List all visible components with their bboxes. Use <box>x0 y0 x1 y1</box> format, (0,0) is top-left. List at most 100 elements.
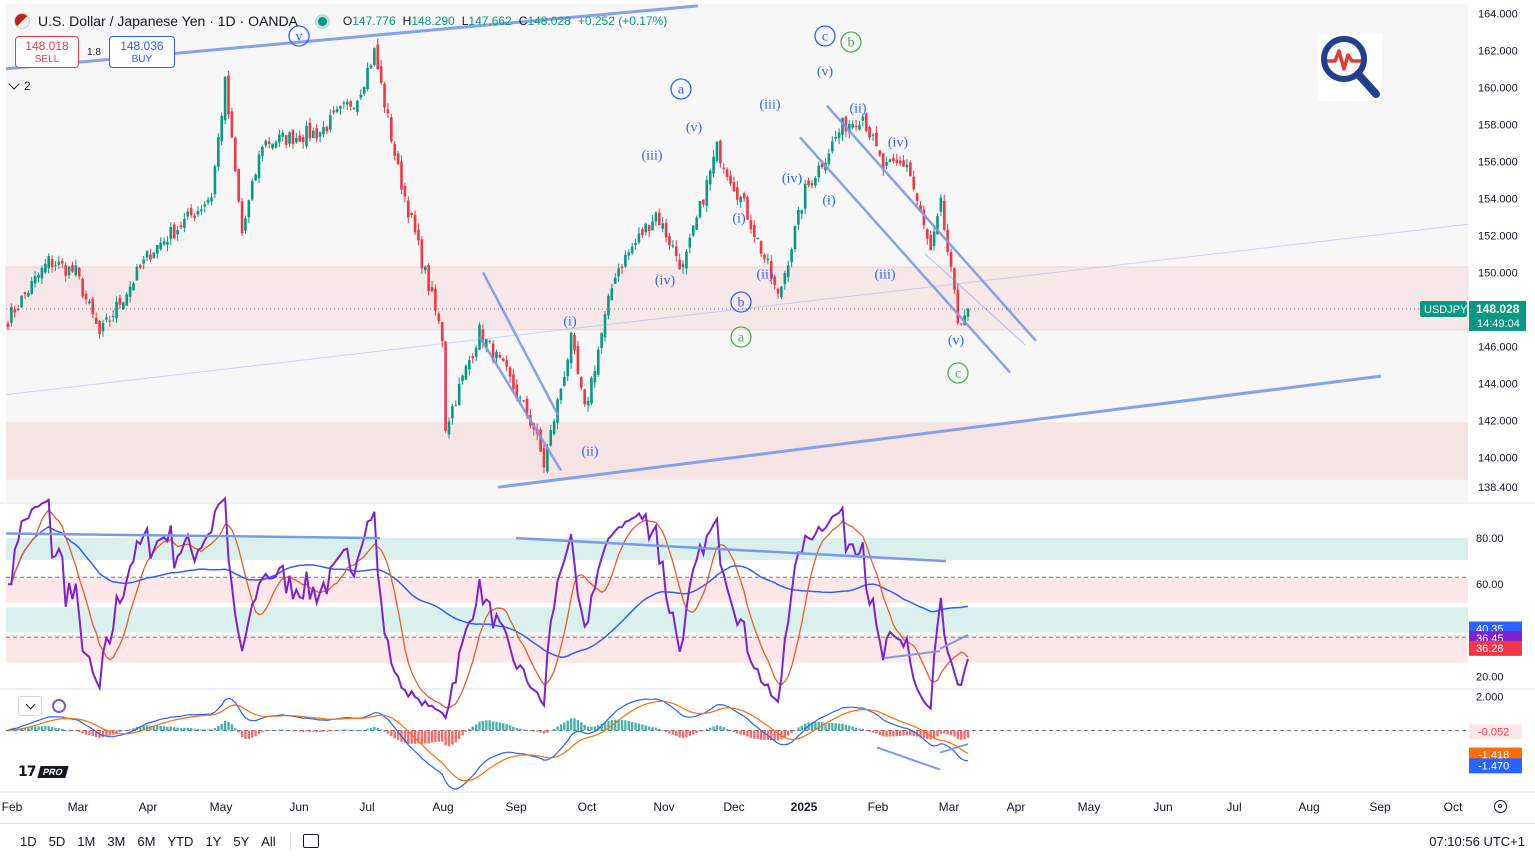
candle-body <box>366 67 369 90</box>
candle-body <box>902 160 905 167</box>
candle-body <box>393 143 397 156</box>
utc-clock[interactable]: 07:10:56 UTC+1 <box>1429 833 1525 849</box>
macd-hist-bar <box>67 730 71 732</box>
candle-body <box>237 169 240 202</box>
price-tick-label: 142.000 <box>1478 416 1518 428</box>
time-tick-label: Dec <box>723 800 744 814</box>
wave-label: (i) <box>822 194 836 209</box>
candle-body <box>406 200 410 218</box>
macd-hist-bar <box>583 724 586 731</box>
candle-body <box>576 345 580 374</box>
candle-body <box>60 261 64 264</box>
candle-body <box>814 178 817 186</box>
candle-body <box>254 174 257 181</box>
candle-body <box>691 225 695 236</box>
wave-label: (ii) <box>581 445 598 460</box>
candle-body <box>179 225 183 228</box>
macd-hist-bar <box>658 729 661 731</box>
price-tick-label: 150.000 <box>1478 267 1518 279</box>
tradingview-logo[interactable]: 17 PRO <box>18 764 88 780</box>
candle-body <box>797 209 800 225</box>
candle-body <box>786 265 790 278</box>
candle-body <box>563 376 566 386</box>
osc-tick-label: 60.00 <box>1476 579 1504 591</box>
range-5d[interactable]: 5D <box>48 833 66 849</box>
candle-body <box>915 193 919 201</box>
macd-hist-bar <box>848 725 851 731</box>
macd-hist-bar <box>125 730 128 731</box>
range-3m[interactable]: 3M <box>107 833 126 849</box>
osc-value-badge-text: 36.28 <box>1476 643 1504 655</box>
candle-body <box>464 365 468 380</box>
calendar-icon[interactable] <box>302 834 319 848</box>
candle-body <box>213 166 217 195</box>
candle-body <box>685 251 688 269</box>
macd-hist-bar <box>278 729 281 731</box>
candle-body <box>390 117 393 142</box>
macd-hist-bar <box>291 730 295 732</box>
macd-hist-bar <box>424 730 427 744</box>
range-1m[interactable]: 1M <box>77 833 96 849</box>
candle-body <box>396 153 400 165</box>
macd-hist-bar <box>495 721 498 731</box>
candle-body <box>539 429 542 452</box>
refresh-icon[interactable] <box>52 699 66 713</box>
sell-button[interactable]: 148.018 SELL <box>15 36 79 68</box>
collapse-pane-button[interactable] <box>18 696 42 716</box>
candle-body <box>339 106 342 109</box>
candle-body <box>658 212 661 226</box>
range-5y[interactable]: 5Y <box>233 833 250 849</box>
wave-label: a <box>738 331 745 346</box>
bottom-toolbar: 1D 5D 1M 3M 6M YTD 1Y 5Y All 07:10:56 UT… <box>0 823 1535 858</box>
time-tick-label: Jun <box>289 800 308 814</box>
range-all[interactable]: All <box>261 833 276 849</box>
time-tick-label: Mar <box>939 800 960 814</box>
range-1y[interactable]: 1Y <box>205 833 222 849</box>
candle-body <box>176 229 179 235</box>
indicators-toggle[interactable]: 2 <box>8 78 31 93</box>
candle-body <box>322 126 325 135</box>
candle-body <box>512 374 515 390</box>
candle-body <box>617 268 620 277</box>
candle-body <box>359 94 363 98</box>
buy-button[interactable]: 148.036 BUY <box>108 36 175 68</box>
macd-hist-bar <box>390 730 393 737</box>
macd-hist-bar <box>936 730 939 737</box>
macd-hist-bar <box>305 730 308 732</box>
range-6m[interactable]: 6M <box>137 833 156 849</box>
macd-hist-bar <box>30 726 33 731</box>
candle-body <box>925 229 929 239</box>
sell-price: 148.018 <box>25 39 69 53</box>
symbol-title[interactable]: U.S. Dollar / Japanese Yen · 1D · OANDA <box>38 13 298 29</box>
macd-hist-bar <box>546 730 549 733</box>
macd-hist-bar <box>281 729 284 731</box>
range-ytd[interactable]: YTD <box>167 833 194 849</box>
candle-body <box>400 161 403 190</box>
candle-body <box>74 265 78 276</box>
candle-body <box>369 65 373 69</box>
macd-hist-bar <box>729 730 732 732</box>
signal-line <box>7 700 969 782</box>
candle-body <box>271 143 274 149</box>
price-badge-countdown: 14:49:04 <box>1477 318 1520 330</box>
macd-hist-bar <box>451 730 454 745</box>
chart-canvas[interactable]: v a c b (i) (ii) (iii) (iv) (v) (i) (ii) (iii) (iv) (… <box>0 0 1535 823</box>
settings-gear-icon[interactable] <box>1494 800 1507 813</box>
candle-body <box>57 262 61 266</box>
osc-trendline-2 <box>515 536 947 563</box>
macd-hist-bar <box>841 723 844 731</box>
support-zone <box>6 422 1468 480</box>
candle-body <box>956 289 960 323</box>
candle-body <box>579 377 583 388</box>
macd-hist-bar <box>237 730 240 733</box>
candle-body <box>827 153 831 164</box>
candle-body <box>556 399 559 423</box>
macd-hist-bar <box>149 725 152 731</box>
candle-body <box>403 185 407 197</box>
candle-body <box>932 231 936 247</box>
open-value: 147.776 <box>352 14 396 28</box>
macd-hist-bar <box>457 730 461 739</box>
range-1d[interactable]: 1D <box>20 833 37 849</box>
symbol-header: U.S. Dollar / Japanese Yen · 1D · OANDA … <box>14 10 667 32</box>
macd-hist-bar <box>939 730 943 734</box>
